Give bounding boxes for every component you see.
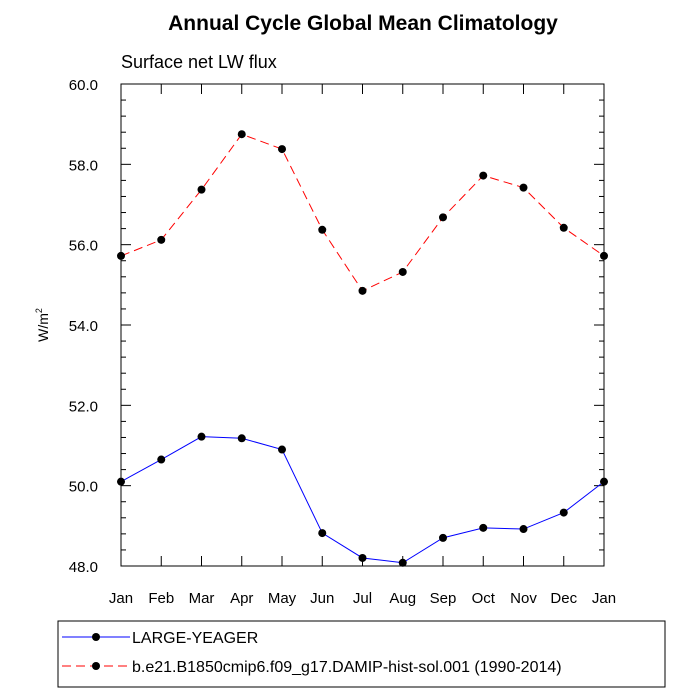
legend-box [57, 620, 666, 688]
y-tick-label: 58.0 [69, 157, 98, 174]
data-point [318, 529, 327, 538]
data-point [439, 533, 447, 542]
y-tick-label: 60.0 [69, 77, 98, 94]
data-point [479, 171, 488, 180]
data-point [600, 251, 608, 260]
data-point [559, 508, 568, 517]
data-point [519, 183, 528, 192]
x-tick-label: Jan [109, 590, 133, 607]
y-axis-label-superscript: 2 [34, 308, 44, 313]
data-point [117, 251, 125, 260]
data-point [600, 477, 608, 486]
y-axis-label: W/m2 [34, 308, 51, 342]
series-line [120, 436, 605, 564]
data-point [398, 558, 407, 567]
x-tick-label: Sep [430, 590, 457, 607]
x-tick-label: May [268, 590, 297, 607]
data-point [559, 223, 568, 232]
data-point [278, 145, 286, 154]
data-point [479, 523, 488, 532]
data-point [318, 225, 327, 234]
legend-marker [92, 662, 100, 670]
x-tick-label: Jan [592, 590, 616, 607]
chart-title: Annual Cycle Global Mean Climatology [168, 12, 558, 35]
y-tick-label: 48.0 [69, 559, 98, 576]
data-point [237, 434, 246, 443]
chart-subtitle: Surface net LW flux [121, 52, 277, 72]
y-tick-label: 50.0 [69, 479, 98, 496]
y-tick-label: 56.0 [69, 238, 98, 255]
x-tick-label: Mar [189, 590, 215, 607]
y-tick-labels: 48.0 50.0 52.0 54.0 56.0 58.0 60.0 [69, 77, 98, 576]
data-point [439, 213, 447, 222]
x-tick-label: Jun [310, 590, 334, 607]
x-tick-label: Jul [353, 590, 372, 607]
data-point [398, 267, 407, 276]
legend-label: LARGE-YEAGER [132, 630, 258, 647]
x-tick-label: Nov [510, 590, 537, 607]
data-point [157, 235, 166, 244]
x-tick-labels: Jan Feb Mar Apr May Jun Jul Aug Sep Oct Nov Dec Jan [109, 590, 616, 607]
y-tick-label: 52.0 [69, 398, 98, 415]
series-2 [117, 130, 608, 295]
x-tick-label: Apr [230, 590, 253, 607]
y-tick-label: 54.0 [69, 318, 98, 335]
axis-ticks [120, 83, 605, 567]
data-point [519, 525, 528, 534]
data-point [237, 130, 246, 139]
data-point [117, 477, 125, 486]
legend-label: b.e21.B1850cmip6.f09_g17.DAMIP-hist-sol.… [132, 659, 562, 676]
series-1 [117, 432, 608, 567]
series-line [120, 133, 605, 292]
data-point [197, 185, 206, 194]
x-tick-label: Feb [148, 590, 174, 607]
plot-frame [120, 83, 605, 567]
x-tick-label: Aug [389, 590, 416, 607]
x-tick-label: Dec [550, 590, 577, 607]
series-layer [117, 130, 608, 567]
x-tick-label: Oct [472, 590, 496, 607]
legend: LARGE-YEAGER b.e21.B1850cmip6.f09_g17.DAM… [62, 630, 562, 676]
data-point [358, 286, 367, 295]
legend-marker [92, 633, 100, 641]
data-point [358, 553, 367, 562]
y-axis-label-text: W/m [35, 313, 51, 342]
data-point [197, 432, 206, 441]
data-point [157, 455, 166, 464]
data-point [278, 445, 286, 454]
